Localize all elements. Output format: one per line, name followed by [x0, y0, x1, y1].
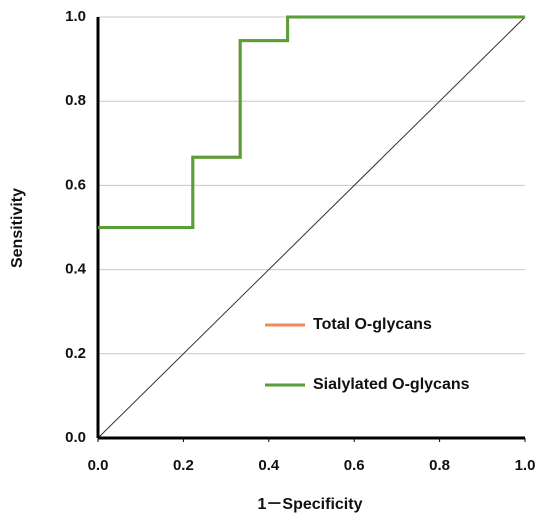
y-tick-label: 0.0 — [65, 429, 86, 446]
y-tick-label: 1.0 — [65, 8, 86, 25]
x-tick-label: 0.6 — [344, 457, 365, 474]
x-axis-label: 1－Specificity — [258, 496, 363, 513]
y-tick-label: 0.2 — [65, 345, 86, 362]
y-tick-label: 0.8 — [65, 92, 86, 109]
x-tick-label: 0.8 — [429, 457, 450, 474]
y-tick-label: 0.6 — [65, 176, 86, 193]
x-tick-label: 0.2 — [173, 457, 194, 474]
reference-diagonal — [97, 16, 526, 439]
y-axis-label: Sensitivity — [9, 188, 26, 268]
x-tick-label: 0.4 — [258, 457, 280, 474]
roc-line — [98, 15, 525, 229]
x-tick-label: 0.0 — [88, 457, 109, 474]
roc-line — [98, 15, 525, 229]
legend-label: Sialylated O-glycans — [313, 376, 470, 393]
y-tick-label: 0.4 — [65, 261, 87, 278]
x-tick-label: 1.0 — [515, 457, 536, 474]
legend-label: Total O-glycans — [313, 316, 432, 333]
